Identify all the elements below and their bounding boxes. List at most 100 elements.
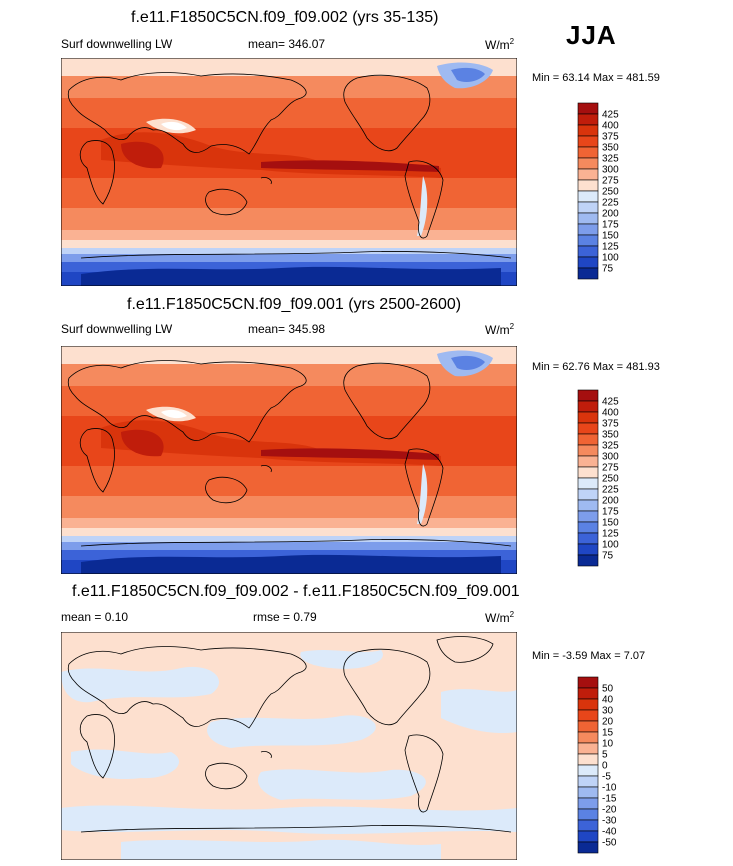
colorbar-3-box: [577, 698, 599, 711]
colorbar-2-box: [577, 400, 599, 413]
colorbar-3-label: -15: [602, 794, 617, 805]
colorbar-3-box: [577, 676, 599, 689]
colorbar-1-label: 125: [602, 242, 619, 253]
colorbar-3-box: [577, 830, 599, 843]
colorbar-1-box: [577, 102, 599, 115]
colorbar-2-box: [577, 422, 599, 435]
colorbar-3-label: -30: [602, 816, 617, 827]
colorbar-1-label: 400: [602, 121, 619, 132]
colorbar-2-box: [577, 433, 599, 446]
panel-2-title: f.e11.F1850C5CN.f09_f09.001 (yrs 2500-26…: [127, 296, 462, 313]
panel-2-colorbar: 4254003753503253002752502252001751501251…: [577, 389, 619, 567]
colorbar-2-label: 200: [602, 496, 619, 507]
panel-2-units: W/m2: [485, 322, 515, 337]
colorbar-2-box: [577, 554, 599, 567]
colorbar-1-label: 250: [602, 187, 619, 198]
colorbar-1-label: 350: [602, 143, 619, 154]
panel-1-map: [61, 58, 517, 286]
colorbar-2-label: 350: [602, 430, 619, 441]
colorbar-2-box: [577, 444, 599, 457]
colorbar-3-box: [577, 819, 599, 832]
colorbar-1-box: [577, 146, 599, 159]
panel-2-minmax: Min = 62.76 Max = 481.93: [532, 361, 660, 373]
colorbar-3-label: 10: [602, 739, 614, 750]
panel-1-mean-label: mean= 346.07: [248, 37, 326, 51]
colorbar-2-box: [577, 532, 599, 545]
colorbar-2-box: [577, 543, 599, 556]
colorbar-2-label: 375: [602, 419, 619, 430]
colorbar-2-label: 300: [602, 452, 619, 463]
panel-2-mean-label: mean= 345.98: [248, 322, 326, 336]
colorbar-1-label: 175: [602, 220, 619, 231]
panel-1-units: W/m2: [485, 37, 515, 52]
colorbar-3-label: 20: [602, 717, 614, 728]
colorbar-2-label: 275: [602, 463, 619, 474]
colorbar-3-label: 30: [602, 706, 614, 717]
colorbar-2-box: [577, 488, 599, 501]
panel-1-title: f.e11.F1850C5CN.f09_f09.002 (yrs 35-135): [131, 9, 439, 26]
colorbar-3-box: [577, 797, 599, 810]
colorbar-1-box: [577, 179, 599, 192]
colorbar-1-box: [577, 168, 599, 181]
colorbar-3-label: -50: [602, 838, 617, 849]
colorbar-1-label: 200: [602, 209, 619, 220]
colorbar-2-box: [577, 455, 599, 468]
season-label: JJA: [566, 20, 617, 50]
colorbar-1-label: 100: [602, 253, 619, 264]
panel-3-units: W/m2: [485, 610, 515, 625]
colorbar-3-box: [577, 687, 599, 700]
colorbar-2-box: [577, 521, 599, 534]
colorbar-3-label: -20: [602, 805, 617, 816]
colorbar-2-label: 75: [602, 551, 614, 562]
colorbar-2-label: 125: [602, 529, 619, 540]
colorbar-3-label: 40: [602, 695, 614, 706]
colorbar-2-box: [577, 510, 599, 523]
colorbar-2-box: [577, 411, 599, 424]
panel-3-map: [61, 632, 517, 860]
colorbar-3-box: [577, 709, 599, 722]
colorbar-1-label: 375: [602, 132, 619, 143]
colorbar-1-box: [577, 135, 599, 148]
colorbar-1-label: 150: [602, 231, 619, 242]
panel-2-variable-label: Surf downwelling LW: [61, 322, 173, 336]
colorbar-3-box: [577, 753, 599, 766]
colorbar-1-box: [577, 267, 599, 280]
colorbar-3-box: [577, 808, 599, 821]
colorbar-3-box: [577, 786, 599, 799]
colorbar-2-label: 325: [602, 441, 619, 452]
panel-3-title: f.e11.F1850C5CN.f09_f09.002 - f.e11.F185…: [72, 583, 520, 600]
colorbar-1-box: [577, 212, 599, 225]
colorbar-2-label: 225: [602, 485, 619, 496]
colorbar-1-label: 300: [602, 165, 619, 176]
colorbar-2-box: [577, 477, 599, 490]
colorbar-3-label: -10: [602, 783, 617, 794]
colorbar-1-box: [577, 256, 599, 269]
colorbar-1-label: 425: [602, 110, 619, 121]
colorbar-1-box: [577, 190, 599, 203]
colorbar-1-box: [577, 234, 599, 247]
colorbar-2-box: [577, 466, 599, 479]
colorbar-2-box: [577, 389, 599, 402]
colorbar-3-box: [577, 764, 599, 777]
colorbar-2-label: 250: [602, 474, 619, 485]
colorbar-2-label: 400: [602, 408, 619, 419]
colorbar-2-label: 175: [602, 507, 619, 518]
colorbar-1-box: [577, 223, 599, 236]
colorbar-1-box: [577, 157, 599, 170]
colorbar-3-label: -5: [602, 772, 611, 783]
colorbar-1-label: 325: [602, 154, 619, 165]
panel-1-minmax: Min = 63.14 Max = 481.59: [532, 72, 660, 84]
panel-3-rmse-label: rmse = 0.79: [253, 610, 317, 624]
colorbar-3-label: 50: [602, 684, 614, 695]
colorbar-1-box: [577, 245, 599, 258]
colorbar-3-label: 0: [602, 761, 608, 772]
panel-2-map: [61, 346, 517, 574]
colorbar-3-box: [577, 841, 599, 854]
panel-1-variable-label: Surf downwelling LW: [61, 37, 173, 51]
colorbar-2-label: 150: [602, 518, 619, 529]
colorbar-3-box: [577, 720, 599, 733]
colorbar-2-label: 425: [602, 397, 619, 408]
colorbar-1-box: [577, 201, 599, 214]
panel-3-mean-label: mean = 0.10: [61, 610, 129, 624]
